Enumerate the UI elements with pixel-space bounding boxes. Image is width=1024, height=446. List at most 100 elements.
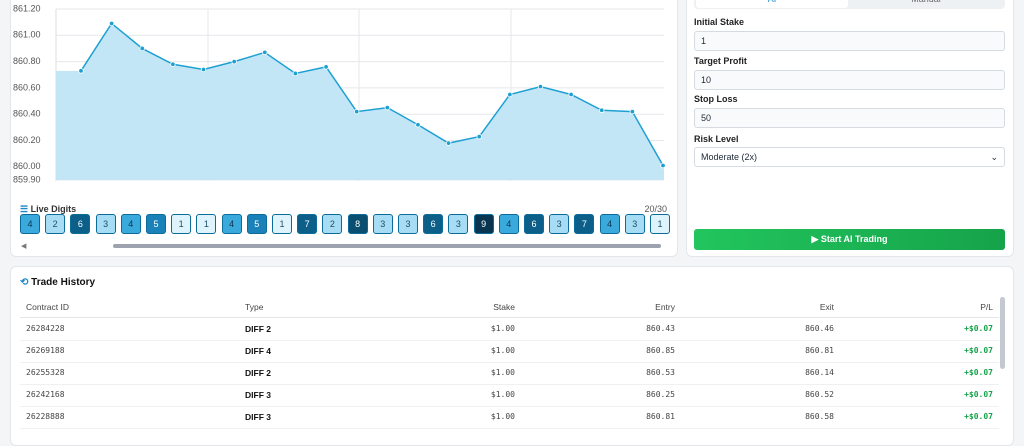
digit: 3	[398, 214, 418, 234]
digit: 7	[297, 214, 318, 234]
divider	[20, 340, 999, 341]
digit-count: 20/30	[644, 204, 667, 214]
cell: +$0.07	[964, 390, 993, 399]
divider	[20, 384, 999, 385]
digit: 7	[574, 214, 595, 234]
trade-history-panel: ⟲ Trade History Contract ID Type Stake Entr…	[10, 266, 1014, 446]
price-chart: 861.20 861.00 860.80 860.60 860.40 860.20 860.…	[13, 3, 666, 184]
cell: 26228888	[26, 412, 65, 421]
y-tick-label: 861.20	[13, 3, 41, 13]
scroll-arrow: ◀	[21, 243, 27, 250]
cell: +$0.07	[964, 346, 993, 355]
point	[108, 20, 115, 27]
chart-panel: 861.20 861.00 860.80 860.60 860.40 860.20 860.…	[10, 0, 678, 257]
live-digits-label: Live Digits	[30, 204, 77, 214]
cell: $1.00	[490, 368, 515, 377]
digit: 2	[45, 214, 66, 234]
cell: 26284228	[26, 324, 65, 333]
field-label: Target Profit	[694, 55, 747, 66]
digit: 5	[246, 214, 267, 234]
cell: DIFF 4	[245, 346, 271, 356]
y-tick-label: 861.00	[13, 30, 41, 40]
cell: 860.81	[646, 412, 675, 421]
field-label: Risk Level	[694, 134, 739, 144]
point	[629, 108, 636, 115]
digit: 4	[20, 214, 40, 234]
digit: 1	[196, 214, 217, 234]
cell: 860.85	[646, 346, 675, 355]
column-header: P/L	[980, 302, 993, 312]
digit: 1	[650, 214, 670, 234]
point	[384, 104, 391, 111]
cell: $1.00	[490, 412, 515, 421]
field-input[interactable]: 1	[694, 31, 1005, 51]
field-label: Initial Stake	[694, 17, 745, 27]
digit: 3	[372, 214, 393, 234]
point	[231, 58, 237, 65]
column-header: Exit	[819, 302, 834, 312]
chevron: ⌄	[990, 152, 998, 162]
digit: 4	[221, 214, 242, 234]
select-value: Moderate (2x)	[701, 152, 758, 162]
cell: +$0.07	[964, 324, 993, 333]
y-tick-label: 860.00	[13, 161, 41, 171]
divider	[20, 317, 999, 318]
point	[200, 66, 207, 73]
column-header: Stake	[493, 302, 515, 312]
digit: 5	[146, 214, 166, 234]
field-input[interactable]: 50	[694, 108, 1005, 128]
point	[139, 45, 145, 52]
y-tick-label: 860.20	[13, 135, 41, 145]
cell: DIFF 2	[245, 324, 271, 334]
divider	[20, 406, 999, 407]
point	[78, 68, 84, 74]
trade-history-heading: ⟲ Trade History	[20, 277, 96, 288]
divider	[20, 362, 999, 363]
scrollbar	[113, 244, 661, 248]
cell: +$0.07	[964, 412, 993, 421]
digit: 6	[70, 214, 91, 234]
cell: 860.53	[646, 368, 675, 377]
cell: $1.00	[490, 324, 515, 333]
cell: 26242168	[26, 390, 65, 399]
cell: DIFF 3	[245, 412, 271, 422]
point	[568, 91, 574, 98]
field-input[interactable]: 10	[694, 69, 1005, 90]
price-line	[80, 22, 664, 166]
point	[507, 91, 513, 98]
page: 861.20 861.00 860.80 860.60 860.40 860.20 860.…	[10, 0, 1014, 446]
y-tick-label: 860.40	[13, 109, 41, 119]
cell: 26269188	[26, 346, 65, 355]
point	[537, 83, 544, 90]
point	[476, 133, 482, 140]
cell: $1.00	[490, 390, 515, 399]
y-tick-label: 859.90	[13, 174, 41, 184]
field-label: Stop Loss	[694, 94, 738, 104]
cell: 860.81	[805, 346, 834, 355]
cell: 860.58	[805, 412, 834, 421]
digit: 1	[171, 214, 192, 234]
cell: +$0.07	[964, 368, 993, 377]
digit: 6	[423, 214, 444, 234]
y-tick-label: 860.80	[13, 56, 41, 66]
column-header: Contract ID	[26, 302, 69, 312]
point	[323, 64, 329, 70]
trade-history-title: Trade History	[31, 277, 96, 288]
digit: 8	[347, 214, 368, 234]
cell: $1.00	[490, 346, 515, 355]
digit: 1	[272, 214, 292, 234]
start-button[interactable]: ▶ Start AI Trading	[694, 229, 1005, 250]
point	[170, 61, 176, 67]
tab[interactable]: AI	[696, 0, 848, 8]
point	[445, 140, 452, 146]
tab[interactable]: Manual	[850, 0, 1002, 8]
cell: 26255328	[26, 368, 65, 377]
cell: 860.14	[805, 368, 834, 377]
divider	[20, 428, 999, 429]
point	[415, 122, 421, 128]
point	[660, 162, 666, 169]
column-header: Entry	[655, 302, 675, 312]
cell: DIFF 2	[245, 368, 271, 378]
risk-select[interactable]: Moderate (2x) ⌄	[694, 147, 1005, 167]
digit: 4	[120, 214, 141, 234]
